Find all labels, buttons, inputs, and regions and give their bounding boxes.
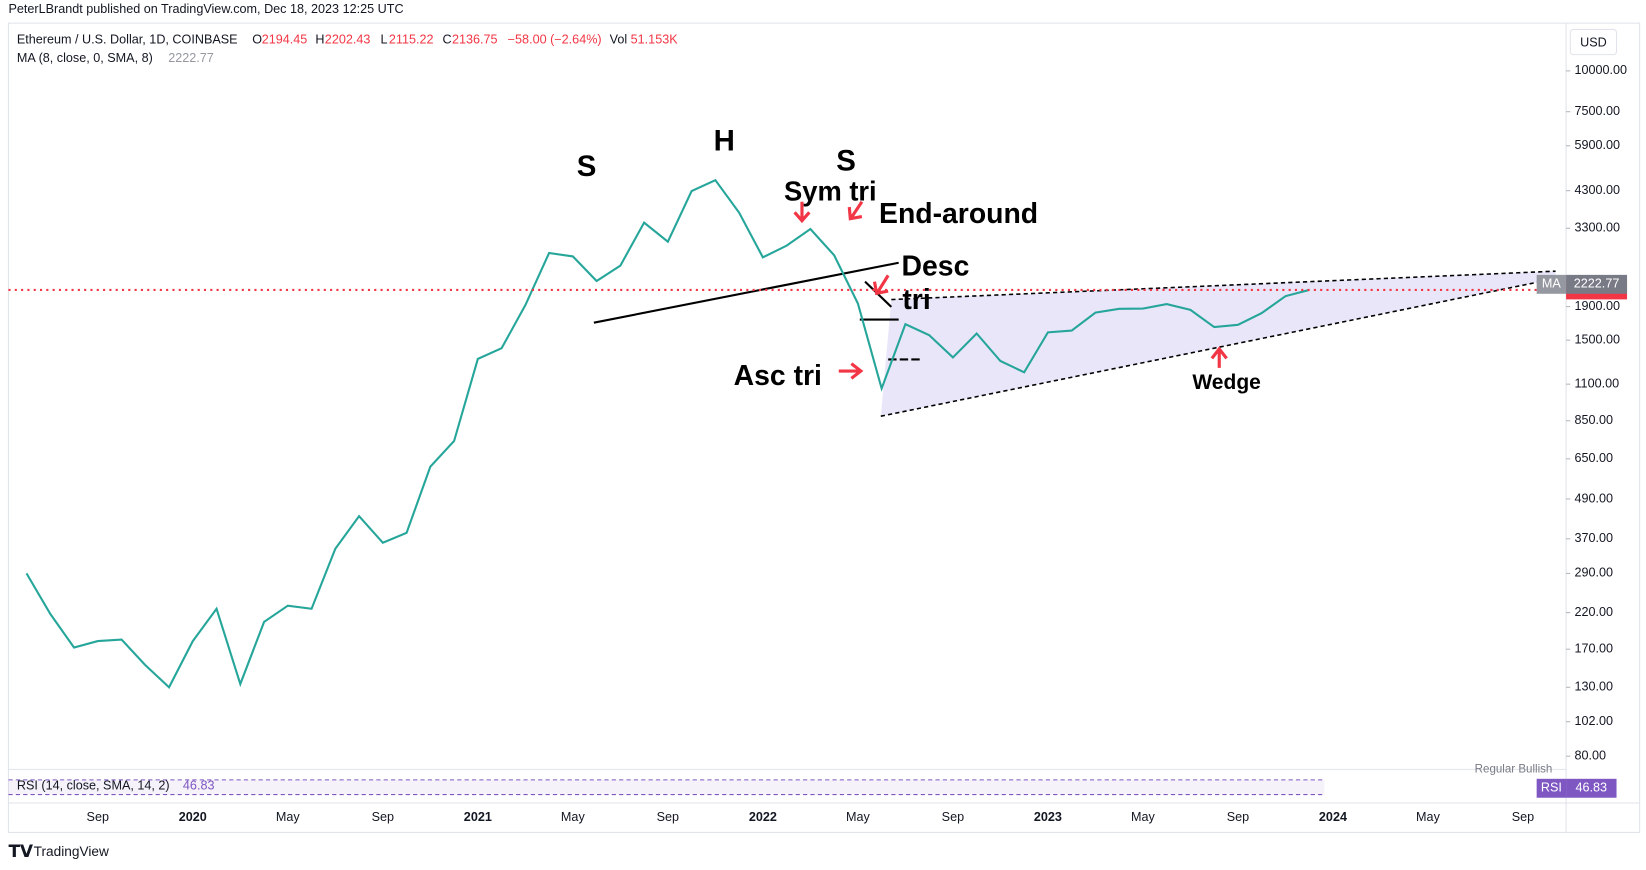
y-tick-label: 1900.00 xyxy=(1574,299,1620,313)
x-tick-label: Sep xyxy=(1227,810,1249,824)
rsi-badge-text: RSI xyxy=(1541,781,1562,795)
vol-value: 51.153K xyxy=(631,32,679,46)
x-tick-label: 2021 xyxy=(464,810,492,824)
x-tick-label: 2024 xyxy=(1319,810,1347,824)
wedge-lower xyxy=(880,277,1556,417)
x-tick-label: May xyxy=(1416,810,1441,824)
rsi-value-badge xyxy=(1566,778,1617,798)
rsi-value-badge-text: 46.83 xyxy=(1576,781,1608,795)
x-tick-label: 2022 xyxy=(749,810,777,824)
o-label: O xyxy=(252,32,262,46)
symbol-name: Ethereum / U.S. Dollar, 1D, COINBASE xyxy=(17,32,238,46)
l-value: 2115.22 xyxy=(389,32,434,46)
x-tick-label: May xyxy=(1131,810,1156,824)
y-tick-label: 650.00 xyxy=(1574,451,1613,465)
x-tick-label: May xyxy=(276,810,301,824)
c-label: C xyxy=(443,32,452,46)
annotation: S xyxy=(577,150,597,183)
brand-logo: 𝗧𝗩 xyxy=(8,842,33,861)
y-tick-label: 170.00 xyxy=(1574,642,1613,656)
annotation: Asc tri xyxy=(734,360,822,392)
plot: 10000.00 7500.00 5900.00 4300.00 3300.00 1900… xyxy=(8,63,1627,824)
y-tick-label: 490.00 xyxy=(1574,491,1613,505)
currency-button[interactable] xyxy=(1569,28,1618,56)
o-value: 2194.45 xyxy=(262,32,308,46)
rsi-fill xyxy=(8,779,1325,795)
brand: TradingView xyxy=(34,844,109,859)
y-tick-label: 102.00 xyxy=(1574,714,1613,728)
y-tick-label: 80.00 xyxy=(1574,749,1606,763)
y-tick-label: 1500.00 xyxy=(1574,332,1620,346)
x-tick-label: May xyxy=(561,810,586,824)
annotation: H xyxy=(714,125,735,158)
y-tick-label: 850.00 xyxy=(1574,413,1613,427)
ma-value: 2222.77 xyxy=(168,51,214,65)
ma-tag-text: MA xyxy=(1542,277,1562,291)
rsi-value: 46.83 xyxy=(183,779,215,793)
annotation: Desc xyxy=(902,251,970,283)
author-line: PeterLBrandt published on TradingView.co… xyxy=(8,2,403,16)
y-tick-label: 1100.00 xyxy=(1574,376,1619,390)
l-label: L xyxy=(381,32,388,46)
x-tick-label: Sep xyxy=(1512,810,1534,824)
rsi-note: Regular Bullish xyxy=(1475,763,1553,775)
h-value: 2202.43 xyxy=(325,32,371,46)
annotation: S xyxy=(836,145,856,178)
x-tick-label: Sep xyxy=(942,810,964,824)
x-tick-label: Sep xyxy=(657,810,679,824)
y-tick-label: 370.00 xyxy=(1574,531,1613,545)
price-line xyxy=(25,178,1310,689)
x-tick-label: Sep xyxy=(372,810,394,824)
vol-label: Vol xyxy=(610,32,628,46)
arrow xyxy=(838,362,864,380)
x-tick-label: 2020 xyxy=(179,810,207,824)
ma-badge xyxy=(1566,274,1628,294)
annotation: Sym tri xyxy=(784,176,877,207)
x-tick-label: May xyxy=(846,810,871,824)
y-tick-label: 4300.00 xyxy=(1574,183,1620,197)
c-value: 2136.75 xyxy=(452,32,498,46)
annotation: End-around xyxy=(879,198,1038,230)
y-tick-label: 220.00 xyxy=(1574,605,1613,619)
ma-badge-value: 2222.77 xyxy=(1574,277,1620,291)
y-tick-label: 130.00 xyxy=(1574,680,1613,694)
arrows xyxy=(793,200,1228,380)
neckline xyxy=(593,261,899,324)
wedge-fill xyxy=(880,271,1556,417)
ma-label: MA (8, close, 0, SMA, 8) xyxy=(17,51,153,65)
wedge-upper xyxy=(891,270,1556,301)
x-tick-label: 2023 xyxy=(1034,810,1062,824)
ma-tag xyxy=(1536,274,1567,294)
y-tick-label: 290.00 xyxy=(1574,566,1613,580)
change: −58.00 (−2.64%) xyxy=(508,32,602,46)
y-tick-label: 3300.00 xyxy=(1574,221,1620,235)
arrow xyxy=(793,201,811,224)
rsi-badge xyxy=(1536,778,1567,798)
arrow xyxy=(1210,346,1228,368)
annotation: Wedge xyxy=(1192,371,1261,394)
frame xyxy=(7,22,1641,833)
arrow xyxy=(847,200,864,221)
currency[interactable]: USD xyxy=(1580,35,1607,49)
y-tick-label: 10000.00 xyxy=(1574,63,1627,77)
x-tick-label: Sep xyxy=(87,810,109,824)
h-label: H xyxy=(315,32,324,46)
rsi-label: RSI (14, close, SMA, 14, 2) xyxy=(17,779,170,793)
symbol-legend: Ethereum / U.S. Dollar, 1D, COINBASE O 2… xyxy=(17,32,678,65)
y-tick-label: 5900.00 xyxy=(1574,138,1620,152)
y-tick-label: 7500.00 xyxy=(1574,104,1620,118)
